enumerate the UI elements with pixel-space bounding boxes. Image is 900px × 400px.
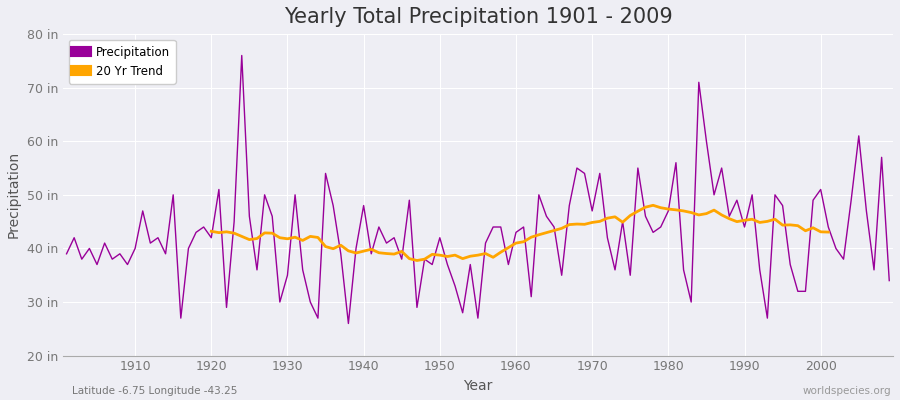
20 Yr Trend	[374, 250, 384, 255]
20 Yr Trend	[701, 211, 712, 216]
20 Yr Trend	[351, 251, 362, 256]
Precipitation	[297, 268, 308, 272]
Precipitation	[518, 225, 529, 230]
20 Yr Trend	[503, 245, 514, 250]
20 Yr Trend	[381, 251, 392, 256]
Title: Yearly Total Precipitation 1901 - 2009: Yearly Total Precipitation 1901 - 2009	[284, 7, 672, 27]
20 Yr Trend	[411, 258, 422, 263]
Precipitation	[351, 246, 362, 251]
Precipitation	[61, 252, 72, 256]
20 Yr Trend	[716, 212, 727, 217]
Precipitation	[237, 53, 248, 58]
Precipitation	[526, 294, 536, 299]
X-axis label: Year: Year	[464, 379, 492, 393]
Precipitation	[884, 278, 895, 283]
Legend: Precipitation, 20 Yr Trend: Precipitation, 20 Yr Trend	[68, 40, 176, 84]
20 Yr Trend	[823, 230, 833, 234]
Text: Latitude -6.75 Longitude -43.25: Latitude -6.75 Longitude -43.25	[72, 386, 238, 396]
Precipitation	[617, 219, 628, 224]
Text: worldspecies.org: worldspecies.org	[803, 386, 891, 396]
20 Yr Trend	[206, 229, 217, 234]
Precipitation	[122, 262, 133, 267]
Precipitation	[343, 321, 354, 326]
20 Yr Trend	[648, 203, 659, 208]
Y-axis label: Precipitation: Precipitation	[7, 151, 21, 238]
Line: 20 Yr Trend: 20 Yr Trend	[212, 205, 828, 260]
Line: Precipitation: Precipitation	[67, 56, 889, 324]
